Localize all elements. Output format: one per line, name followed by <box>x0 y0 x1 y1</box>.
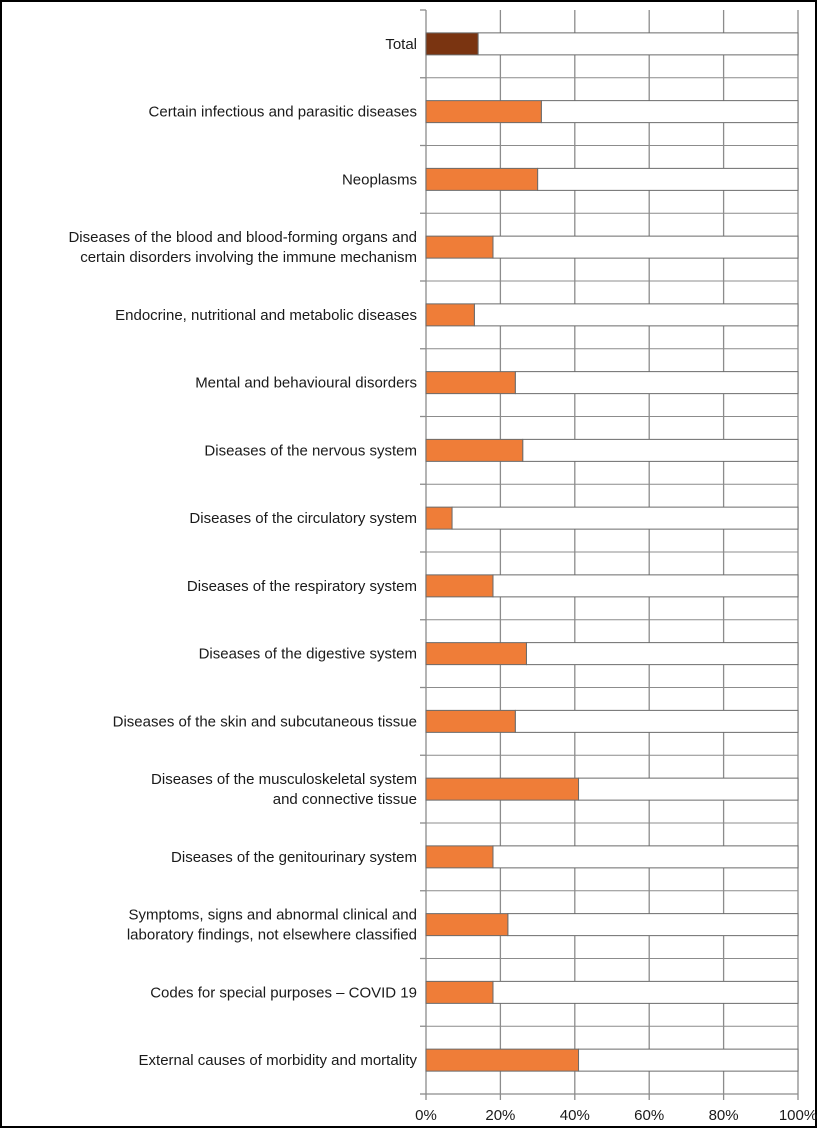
category-label: Neoplasms <box>342 171 417 188</box>
bar-value <box>425 845 494 869</box>
bar-remainder <box>578 1048 799 1072</box>
category-label: Mental and behavioural disorders <box>195 375 417 392</box>
bar-remainder <box>522 438 799 462</box>
x-tick-label: 0% <box>415 1107 437 1124</box>
category-label: Certain infectious and parasitic disease… <box>149 104 417 121</box>
bar-remainder <box>514 709 799 733</box>
bar-remainder <box>492 845 799 869</box>
bar-value <box>425 709 516 733</box>
bar-remainder <box>477 32 799 56</box>
category-label: certain disorders involving the immune m… <box>80 249 417 266</box>
bar-value <box>425 642 527 666</box>
category-label: and connective tissue <box>273 791 417 808</box>
category-label: Diseases of the circulatory system <box>189 510 417 527</box>
bar-value <box>425 913 509 937</box>
x-tick-label: 40% <box>560 1107 590 1124</box>
bar-remainder <box>492 235 799 259</box>
bar-remainder <box>514 371 799 395</box>
bar-remainder <box>540 100 799 124</box>
category-label: Total <box>385 36 417 53</box>
bar-value <box>425 1048 580 1072</box>
category-label: Diseases of the digestive system <box>199 646 417 663</box>
bar-remainder <box>451 506 799 530</box>
category-label: External causes of morbidity and mortali… <box>139 1052 418 1069</box>
bar-value <box>425 506 453 530</box>
x-tick-label: 80% <box>709 1107 739 1124</box>
category-label: Diseases of the genitourinary system <box>171 849 417 866</box>
bar-value <box>425 574 494 598</box>
bar-remainder <box>492 574 799 598</box>
x-tick-label: 60% <box>634 1107 664 1124</box>
category-label: Diseases of the musculoskeletal system <box>151 771 417 788</box>
bar-remainder <box>473 303 799 327</box>
bar-remainder <box>537 167 799 191</box>
category-label: Diseases of the nervous system <box>204 442 417 459</box>
bar-total <box>425 32 479 56</box>
category-label: Diseases of the skin and subcutaneous ti… <box>113 713 417 730</box>
bar-value <box>425 438 524 462</box>
bar-remainder <box>578 777 799 801</box>
bar-value <box>425 777 580 801</box>
category-label: Diseases of the blood and blood-forming … <box>68 229 417 246</box>
category-label: Symptoms, signs and abnormal clinical an… <box>129 907 417 924</box>
category-label: laboratory findings, not elsewhere class… <box>127 927 417 944</box>
bar-value <box>425 980 494 1004</box>
bar-value <box>425 371 516 395</box>
category-label: Diseases of the respiratory system <box>187 578 417 595</box>
category-label: Codes for special purposes – COVID 19 <box>150 984 417 1001</box>
bar-value <box>425 303 475 327</box>
category-label: Endocrine, nutritional and metabolic dis… <box>115 307 417 324</box>
bar-remainder <box>507 913 799 937</box>
bar-remainder <box>492 980 799 1004</box>
bar-remainder <box>525 642 799 666</box>
x-tick-label: 20% <box>485 1107 515 1124</box>
bar-value <box>425 167 539 191</box>
x-tick-label: 100% <box>779 1107 817 1124</box>
bar-value <box>425 100 542 124</box>
bar-value <box>425 235 494 259</box>
